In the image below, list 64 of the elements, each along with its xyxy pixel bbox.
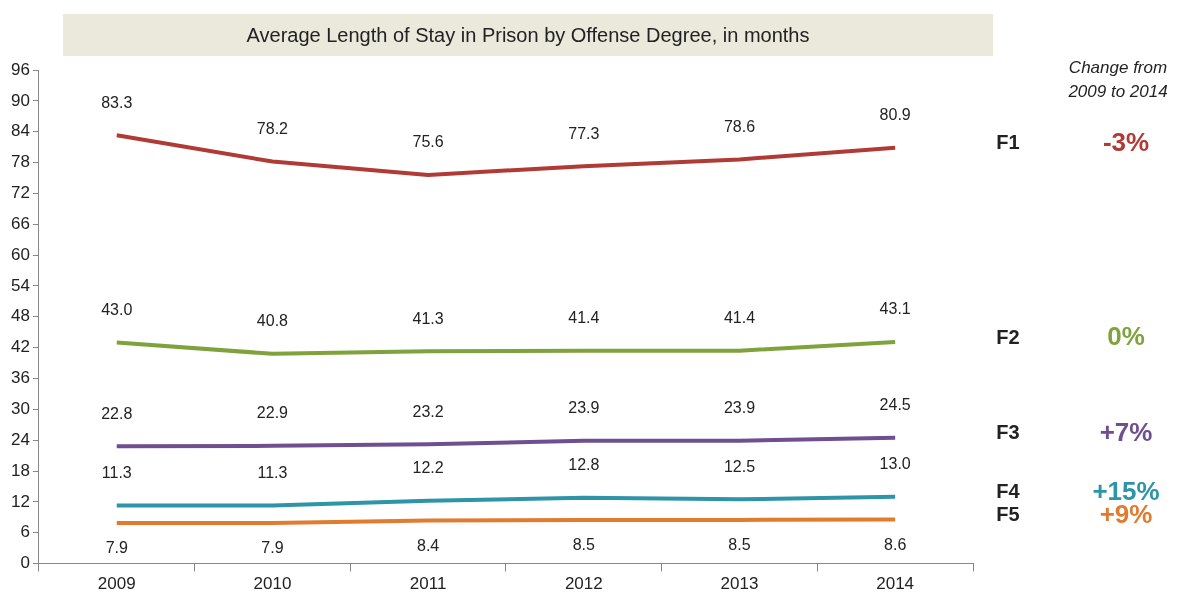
chart-title: Average Length of Stay in Prison by Offense Degree, in months xyxy=(246,23,810,46)
y-tick-label: 60 xyxy=(10,244,30,264)
data-label: 22.9 xyxy=(256,404,289,422)
data-label: 75.6 xyxy=(412,133,444,151)
data-label: 13.0 xyxy=(879,455,911,473)
data-label: 41.4 xyxy=(723,309,756,327)
data-label: 8.4 xyxy=(416,536,440,554)
data-label: 78.2 xyxy=(256,119,289,137)
text: F4 xyxy=(996,480,1021,503)
data-label: 40.8 xyxy=(256,312,289,330)
text: +7% xyxy=(1099,416,1153,447)
data-label: 12.5 xyxy=(723,457,756,475)
data-label: 22.8 xyxy=(101,404,133,422)
text: F2 xyxy=(996,325,1020,348)
data-label: 8.5 xyxy=(728,536,751,554)
text: F1 xyxy=(996,131,1020,154)
y-tick-label: 36 xyxy=(10,368,30,388)
data-label: 24.5 xyxy=(879,396,911,414)
data-label: 41.4 xyxy=(568,309,600,327)
text: 0% xyxy=(1107,321,1145,352)
x-tick-label: 2012 xyxy=(564,574,603,594)
data-label: 43.0 xyxy=(101,300,133,318)
data-label: 41.3 xyxy=(412,309,444,327)
data-label: 80.9 xyxy=(879,106,911,124)
y-tick-label: 72 xyxy=(10,183,30,203)
y-tick-label: 96 xyxy=(10,59,30,79)
data-label: 12.8 xyxy=(568,456,600,474)
data-label: 12.2 xyxy=(412,459,444,477)
data-label: 77.3 xyxy=(568,124,600,142)
y-tick-label: 84 xyxy=(10,121,30,141)
y-tick-label: 6 xyxy=(20,522,30,542)
data-label: 78.6 xyxy=(723,117,756,135)
y-tick-label: 90 xyxy=(10,90,30,110)
x-tick-label: 2014 xyxy=(876,574,915,594)
data-label: 43.1 xyxy=(879,300,911,318)
data-label: 7.9 xyxy=(261,539,284,557)
y-tick-label: 30 xyxy=(10,399,30,419)
data-label: 83.3 xyxy=(101,93,133,111)
text: -3% xyxy=(1102,126,1150,157)
data-label: 7.9 xyxy=(105,539,128,557)
y-tick-label: 24 xyxy=(10,429,30,449)
y-tick-label: 48 xyxy=(10,306,30,326)
data-label: 11.3 xyxy=(257,463,288,481)
data-label: 8.6 xyxy=(884,535,907,553)
y-tick-label: 42 xyxy=(10,337,30,357)
y-tick-label: 78 xyxy=(10,152,30,172)
text: +15% xyxy=(1092,475,1160,506)
y-tick-label: 54 xyxy=(10,275,30,295)
y-tick-label: 12 xyxy=(10,491,30,511)
data-label: 23.9 xyxy=(723,399,756,417)
text: F3 xyxy=(996,421,1020,444)
x-tick-label: 2011 xyxy=(409,574,447,594)
y-tick-label: 18 xyxy=(10,460,30,480)
y-tick-label: 0 xyxy=(20,553,30,573)
text: F5 xyxy=(996,502,1020,525)
data-label: 23.2 xyxy=(412,402,444,420)
y-tick-label: 66 xyxy=(10,213,30,233)
data-label: 23.9 xyxy=(568,399,600,417)
text: Change from 2009 to 2014 xyxy=(1067,57,1168,101)
x-tick-label: 2013 xyxy=(720,574,759,594)
data-label: 11.3 xyxy=(101,463,132,481)
data-label: 8.5 xyxy=(572,536,596,554)
x-tick-label: 2009 xyxy=(97,574,136,594)
x-tick-label: 2010 xyxy=(253,574,292,594)
